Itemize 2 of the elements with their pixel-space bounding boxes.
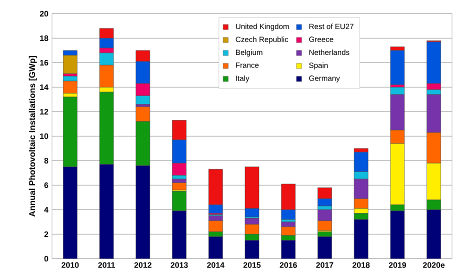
y-axis-title: Annual Photovoltaic Installations [GWp] [28,56,37,217]
bar [390,50,405,85]
